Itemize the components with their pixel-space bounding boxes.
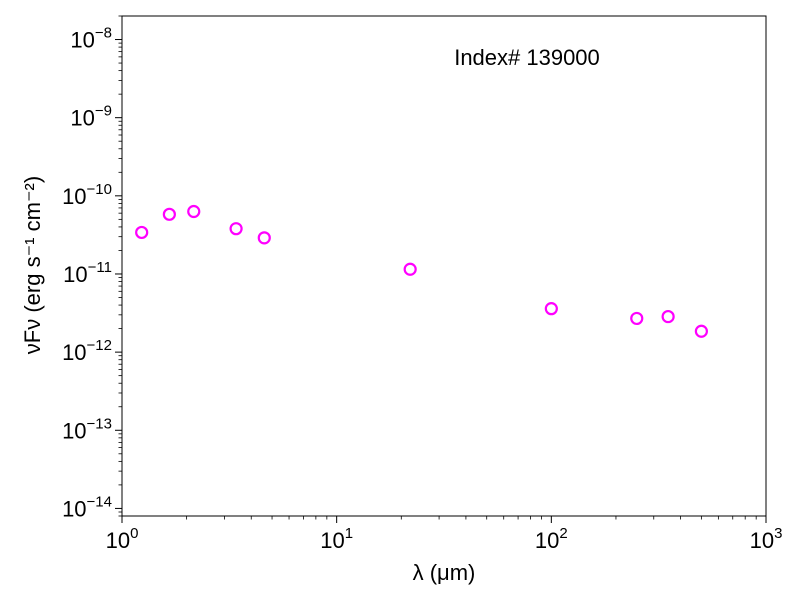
y-tick-label: 10−12	[62, 337, 112, 365]
major-ticks	[115, 39, 767, 523]
data-point	[630, 311, 644, 326]
x-tick-label: 100	[106, 525, 139, 553]
data-point	[694, 324, 708, 338]
y-tick-label: 10−14	[62, 493, 112, 521]
minor-ticks	[118, 15, 757, 520]
y-tick-label: 10−11	[63, 259, 112, 287]
x-tick-label: 101	[320, 525, 353, 553]
data-point	[257, 231, 271, 245]
data-point	[544, 302, 558, 316]
plot-frame	[121, 15, 767, 517]
tick-labels: 100 101 102 103 10−14 10−13 10−12 10−11 10−10 10−…	[62, 25, 782, 553]
data-point	[229, 222, 243, 236]
data-point	[162, 207, 176, 221]
y-tick-label: 10−8	[70, 25, 112, 53]
x-tick-label: 103	[750, 525, 783, 553]
data-point	[135, 225, 149, 240]
y-tick-label: 10−9	[70, 103, 112, 131]
y-tick-label: 10−10	[62, 181, 112, 209]
index-annotation: Index# 139000	[454, 45, 600, 70]
data-point	[661, 309, 675, 324]
x-axis-label: λ (μm)	[413, 560, 476, 585]
data-point	[187, 204, 201, 219]
data-point	[403, 262, 417, 276]
y-axis-label: νFν (erg s⁻¹ cm⁻²)	[20, 176, 45, 354]
x-tick-label: 102	[535, 525, 568, 553]
y-tick-label: 10−13	[62, 415, 112, 443]
data-points	[135, 204, 708, 338]
